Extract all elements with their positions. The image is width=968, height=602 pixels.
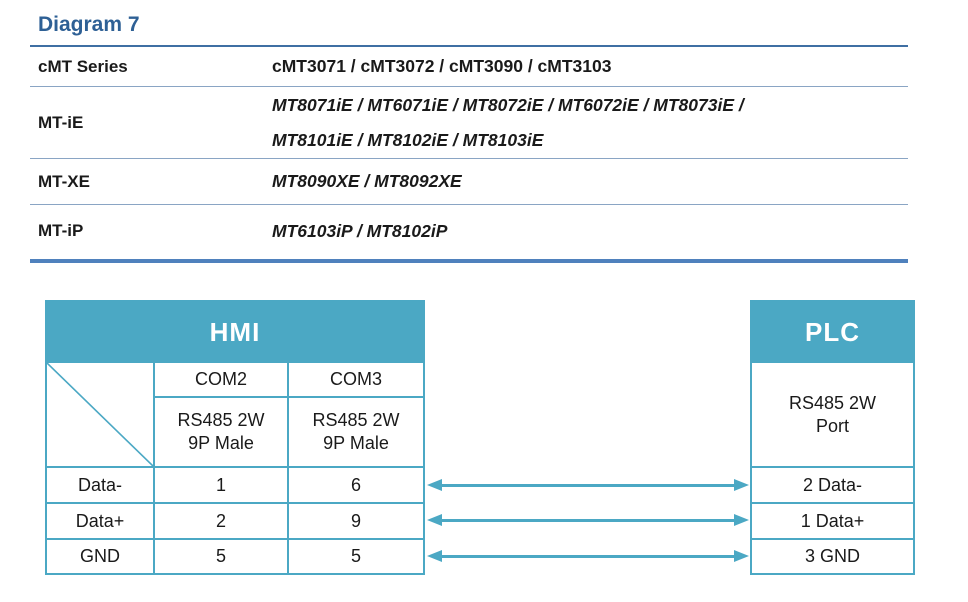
port-line: 9P Male [188, 433, 254, 453]
series-models-line: MT8101iE / MT8102iE / MT8103iE [272, 129, 544, 150]
hmi-com3-port-cell: RS485 2W 9P Male [289, 398, 423, 466]
series-models-line: MT8090XE / MT8092XE [272, 171, 462, 191]
plc-header: PLC [752, 302, 913, 363]
diagonal-line-icon [47, 363, 153, 466]
hmi-header: HMI [47, 302, 423, 363]
series-label: cMT Series [38, 56, 128, 76]
series-row-cmt: cMT Series cMT3071 / cMT3072 / cMT3090 /… [30, 47, 908, 87]
hmi-signal-label-data-minus: Data- [47, 466, 155, 502]
diagonal-cell [47, 363, 155, 466]
series-models: cMT3071 / cMT3072 / cMT3090 / cMT3103 [272, 49, 611, 84]
section-divider-rule [30, 259, 908, 263]
port-line: Port [815, 415, 849, 436]
hmi-com2-pin-data-minus: 1 [155, 466, 289, 502]
hmi-signal-label-data-plus: Data+ [47, 502, 155, 538]
series-row-mt-ip: MT-iP MT6103iP / MT8102iP [30, 205, 908, 257]
hmi-com3-header-cell: COM3 [289, 363, 423, 398]
page-title: Diagram 7 [38, 13, 140, 36]
series-row-mt-xe: MT-XE MT8090XE / MT8092XE [30, 159, 908, 205]
hmi-table-body: COM2 COM3 RS485 2W 9P Male RS485 2W 9P M… [47, 363, 423, 573]
hmi-com2-header-cell: COM2 [155, 363, 289, 398]
series-models-line: cMT3071 / cMT3072 / cMT3090 / cMT3103 [272, 56, 612, 76]
title-underline-rule [30, 45, 908, 47]
hmi-com3-pin-gnd: 5 [289, 538, 423, 573]
series-label: MT-iP [38, 221, 84, 240]
hmi-signal-label-gnd: GND [47, 538, 155, 573]
series-models-line: MT6103iP / MT8102iP [272, 220, 448, 241]
hmi-com3-pin-data-minus: 6 [289, 466, 423, 502]
model-series-table: cMT Series cMT3071 / cMT3072 / cMT3090 /… [30, 47, 908, 257]
hmi-connector-table: HMI COM2 COM3 RS485 2W 9P Male RS485 2W … [45, 300, 425, 575]
port-line: RS485 2W [788, 392, 877, 413]
port-line: 9P Male [323, 433, 389, 453]
connection-arrow-gnd [427, 550, 749, 562]
hmi-com3-pin-data-plus: 9 [289, 502, 423, 538]
plc-pin-gnd: 3 GND [752, 538, 913, 573]
hmi-com2-port-cell: RS485 2W 9P Male [155, 398, 289, 466]
plc-port-cell: RS485 2W Port [752, 363, 913, 466]
hmi-com2-pin-data-plus: 2 [155, 502, 289, 538]
plc-connector-table: PLC RS485 2W Port 2 Data- 1 Data+ 3 GND [750, 300, 915, 575]
hmi-com2-pin-gnd: 5 [155, 538, 289, 573]
series-row-mt-ie: MT-iE MT8071iE / MT6071iE / MT8072iE / M… [30, 87, 908, 159]
port-line: RS485 2W [312, 410, 400, 430]
series-models: MT8071iE / MT6071iE / MT8072iE / MT6072i… [272, 88, 744, 158]
series-models-line: MT8071iE / MT6071iE / MT8072iE / MT6072i… [272, 94, 744, 115]
plc-pin-data-plus: 1 Data+ [752, 502, 913, 538]
connection-arrow-data-minus [427, 479, 749, 491]
series-label: MT-XE [38, 171, 90, 191]
connection-arrow-data-plus [427, 514, 749, 526]
series-models: MT8090XE / MT8092XE [272, 164, 462, 199]
series-label: MT-iE [38, 112, 84, 132]
plc-table-body: RS485 2W Port 2 Data- 1 Data+ 3 GND [752, 363, 913, 573]
series-models: MT6103iP / MT8102iP [272, 214, 447, 249]
port-line: RS485 2W [177, 410, 265, 430]
plc-pin-data-minus: 2 Data- [752, 466, 913, 502]
